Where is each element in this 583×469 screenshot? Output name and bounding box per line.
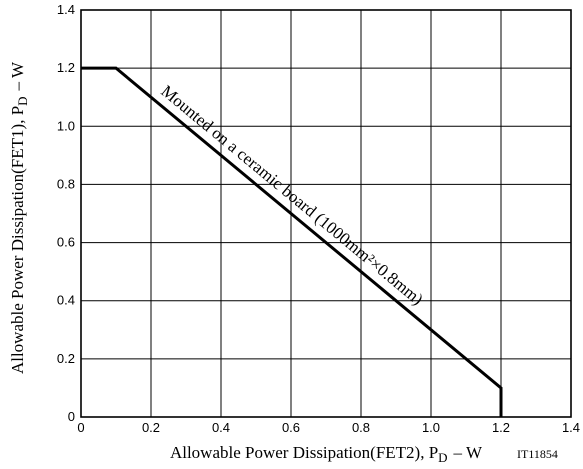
series-group	[81, 66, 503, 417]
x-tick-label: 0.4	[212, 420, 230, 435]
x-axis-label-unit: – W	[453, 443, 483, 462]
y-axis-label-unit: – W	[8, 61, 27, 91]
y-tick-label: 0.2	[57, 351, 75, 366]
y-tick-label: 0.6	[57, 235, 75, 250]
x-tick-label: 0.2	[142, 420, 160, 435]
y-axis-label-sub: D	[15, 96, 30, 105]
x-tick-label: 1.4	[562, 420, 580, 435]
x-tick-label: 0.8	[352, 420, 370, 435]
series-line	[81, 66, 503, 417]
x-axis-label: Allowable Power Dissipation(FET2), PD – W	[170, 443, 483, 465]
y-tick-label: 1.0	[57, 118, 75, 133]
x-axis-label-sub: D	[438, 450, 447, 465]
y-tick-label: 1.2	[57, 60, 75, 75]
y-tick-label: 0.8	[57, 176, 75, 191]
y-tick-label: 0	[68, 409, 75, 424]
y-axis-label: Allowable Power Dissipation(FET1), PD – W	[8, 61, 30, 374]
y-tick-label: 0.4	[57, 293, 75, 308]
x-tick-labels: 0 0.2 0.4 0.6 0.8 1.0 1.2 1.4	[77, 420, 580, 435]
annotation-label: Mounted on a ceramic board (1000mm²×0.8m…	[157, 81, 426, 308]
x-tick-label: 0	[77, 420, 84, 435]
y-axis-label-main: Allowable Power Dissipation(FET1), P	[8, 106, 27, 374]
plot-frame	[80, 9, 572, 418]
x-tick-label: 1.2	[492, 420, 510, 435]
x-tick-label: 0.6	[282, 420, 300, 435]
y-tick-labels: 0 0.2 0.4 0.6 0.8 1.0 1.2 1.4	[57, 2, 75, 424]
x-axis-label-main: Allowable Power Dissipation(FET2), P	[170, 443, 438, 462]
x-tick-label: 1.0	[422, 420, 440, 435]
y-tick-label: 1.4	[57, 2, 75, 17]
figure-code: IT11854	[517, 447, 558, 461]
